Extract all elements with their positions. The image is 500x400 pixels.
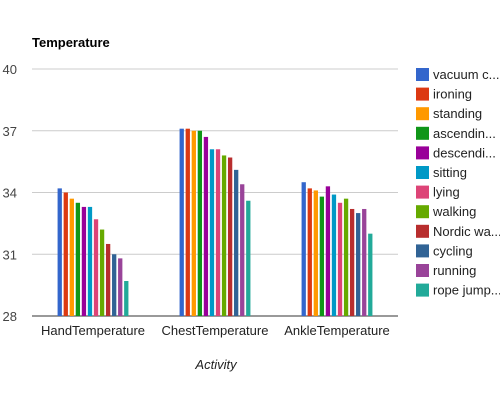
bar[interactable] — [105, 243, 111, 316]
legend-item[interactable]: vacuum c... — [416, 67, 499, 82]
bar[interactable] — [197, 130, 203, 316]
bar[interactable] — [179, 128, 184, 316]
y-tick-label: 31 — [3, 247, 17, 262]
x-tick-label: AnkleTemperature — [284, 323, 390, 338]
legend-swatch — [416, 87, 429, 101]
bar[interactable] — [112, 254, 117, 316]
legend-swatch — [416, 264, 429, 277]
bar[interactable] — [75, 202, 81, 316]
bar[interactable] — [209, 149, 215, 316]
bar[interactable] — [185, 128, 190, 316]
bar[interactable] — [356, 213, 361, 316]
legend-swatch — [416, 224, 429, 238]
legend-swatch — [416, 68, 429, 81]
legend-item[interactable]: rope jump... — [416, 283, 500, 298]
legend-swatch — [416, 185, 429, 199]
legend-label: descendi... — [433, 145, 496, 160]
x-axis-ticks: HandTemperature ChestTemperature AnkleTemp… — [41, 323, 390, 338]
bar[interactable] — [87, 206, 93, 316]
legend-label: standing — [433, 106, 482, 121]
bar[interactable] — [124, 281, 129, 316]
legend-label: rope jump... — [433, 283, 500, 298]
bar[interactable] — [221, 155, 227, 316]
bar[interactable] — [227, 157, 233, 316]
bar[interactable] — [215, 149, 221, 316]
x-tick-label: HandTemperature — [41, 323, 145, 338]
grid — [32, 68, 398, 317]
bar[interactable] — [331, 194, 337, 316]
legend-label: vacuum c... — [433, 67, 499, 82]
legend-swatch — [416, 205, 429, 219]
legend-item[interactable]: standing — [416, 106, 482, 121]
y-tick-label: 34 — [3, 186, 17, 201]
legend-label: lying — [433, 185, 460, 200]
legend-item[interactable]: descendi... — [416, 145, 496, 160]
legend-label: running — [433, 263, 476, 278]
x-tick-label: ChestTemperature — [162, 323, 269, 338]
bar[interactable] — [69, 198, 74, 316]
bar[interactable] — [362, 208, 367, 316]
legend-swatch — [416, 244, 429, 258]
legend-swatch — [416, 126, 429, 140]
bar[interactable] — [93, 219, 99, 316]
bar[interactable] — [191, 130, 196, 316]
legend-item[interactable]: ironing — [416, 87, 472, 102]
bar[interactable] — [63, 192, 68, 317]
legend-label: ascendin... — [433, 126, 496, 141]
bar[interactable] — [301, 182, 306, 316]
legend-item[interactable]: Nordic wa... — [416, 224, 500, 239]
y-tick-label: 28 — [3, 309, 17, 324]
legend-label: sitting — [433, 165, 467, 180]
bar[interactable] — [325, 186, 331, 316]
bar[interactable] — [118, 258, 123, 316]
legend-label: cycling — [433, 243, 473, 258]
bar[interactable] — [368, 233, 373, 316]
y-tick-label: 37 — [3, 124, 17, 139]
chart-title: Temperature — [32, 35, 110, 50]
bar[interactable] — [57, 188, 62, 316]
legend-label: ironing — [433, 87, 472, 102]
bars — [57, 128, 373, 317]
legend-item[interactable]: sitting — [416, 165, 467, 180]
bar[interactable] — [349, 208, 355, 316]
legend-item[interactable]: running — [416, 263, 476, 278]
legend-label: Nordic wa... — [433, 224, 500, 239]
bar[interactable] — [240, 184, 245, 316]
bar[interactable] — [81, 206, 87, 316]
legend-label: walking — [432, 204, 476, 219]
legend-item[interactable]: ascendin... — [416, 126, 496, 141]
legend: vacuum c... ironing standing ascendin... des… — [416, 67, 500, 298]
legend-swatch — [416, 107, 429, 121]
bar[interactable] — [337, 202, 343, 316]
legend-swatch — [416, 146, 429, 160]
legend-swatch — [416, 283, 429, 297]
bar[interactable] — [203, 136, 209, 316]
bar[interactable] — [246, 200, 251, 316]
bar[interactable] — [234, 169, 239, 316]
y-axis-ticks: 28 31 34 37 40 — [3, 62, 17, 324]
bar[interactable] — [319, 196, 325, 316]
bar[interactable] — [99, 229, 105, 316]
legend-item[interactable]: lying — [416, 185, 460, 200]
y-tick-label: 40 — [3, 62, 17, 77]
bar[interactable] — [313, 190, 318, 316]
legend-item[interactable]: cycling — [416, 243, 473, 258]
x-axis-title: Activity — [194, 357, 238, 372]
legend-item[interactable]: walking — [416, 204, 476, 219]
bar[interactable] — [343, 198, 349, 316]
bar[interactable] — [307, 188, 312, 316]
legend-swatch — [416, 166, 429, 179]
